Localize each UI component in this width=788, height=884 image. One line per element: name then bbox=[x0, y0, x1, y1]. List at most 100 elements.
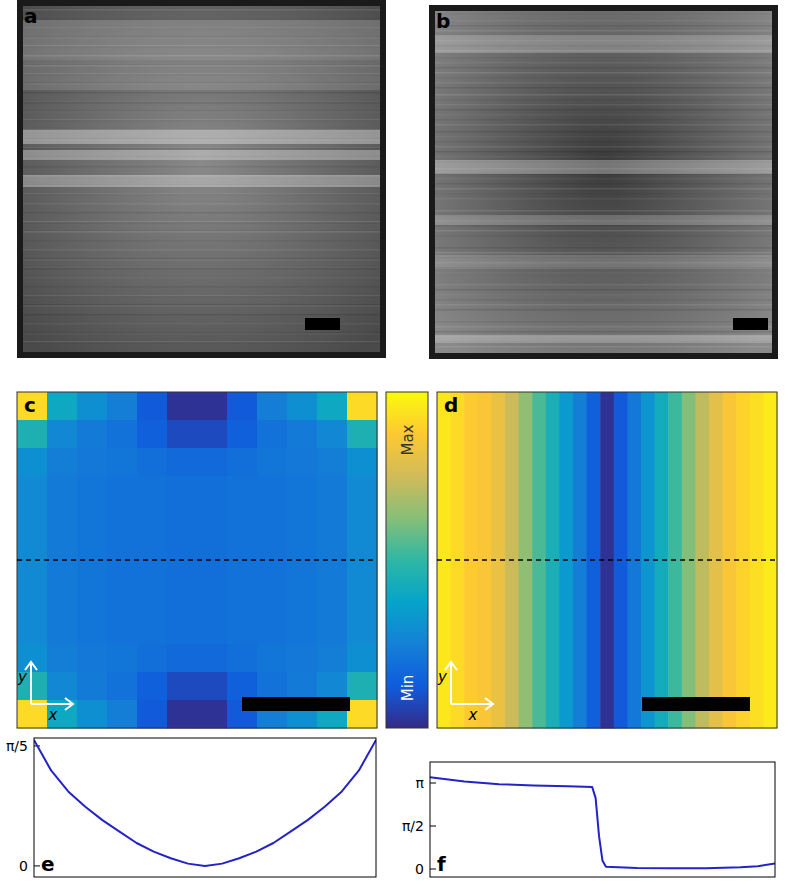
y-tick bbox=[34, 865, 40, 866]
image-band bbox=[23, 150, 380, 160]
line-chart: 0π/2πf bbox=[402, 762, 775, 877]
heatmap-cell bbox=[17, 504, 48, 533]
image-panel: b bbox=[429, 5, 778, 359]
heatmap-cell bbox=[47, 504, 78, 533]
heatmap-cell bbox=[107, 616, 138, 645]
heatmap-cell bbox=[227, 532, 258, 561]
heatmap-cell bbox=[137, 560, 168, 589]
image-band bbox=[435, 215, 772, 225]
image-streak bbox=[435, 299, 772, 301]
image-streak bbox=[435, 20, 772, 22]
image-band bbox=[23, 130, 380, 144]
heatmap-cell bbox=[227, 504, 258, 533]
heatmap-cell bbox=[257, 476, 288, 505]
colorbar: MaxMin bbox=[386, 392, 428, 728]
image-streak bbox=[435, 252, 772, 254]
plot-area bbox=[34, 740, 376, 866]
image-streak bbox=[435, 119, 772, 121]
heatmap-cell bbox=[317, 588, 348, 617]
heatmap-cell bbox=[47, 448, 78, 477]
heatmap-cell bbox=[257, 504, 288, 533]
heatmap-cell bbox=[347, 476, 378, 505]
heatmap-cell bbox=[137, 448, 168, 477]
heatmap-cell bbox=[167, 672, 198, 701]
heatmap-cell bbox=[77, 644, 108, 673]
heatmap-cell bbox=[47, 532, 78, 561]
image-streak bbox=[435, 284, 772, 286]
image-streak bbox=[23, 240, 380, 242]
heatmap-cell bbox=[257, 644, 288, 673]
image-streak bbox=[23, 249, 380, 251]
heatmap-cell bbox=[167, 644, 198, 673]
image-streak bbox=[23, 295, 380, 297]
heatmap-cell bbox=[197, 532, 228, 561]
heatmap-cell bbox=[257, 392, 288, 421]
y-tick-label: π/5 bbox=[6, 738, 28, 754]
plot-frame bbox=[430, 762, 775, 877]
heatmap-cell bbox=[137, 392, 168, 421]
heatmap-cell bbox=[77, 700, 108, 729]
axis-arrow bbox=[450, 664, 452, 704]
image-streak bbox=[435, 136, 772, 138]
heatmap-cell bbox=[257, 448, 288, 477]
image-streak bbox=[435, 321, 772, 323]
image-streak bbox=[23, 259, 380, 261]
heatmap-cell bbox=[347, 700, 378, 729]
image-streak bbox=[435, 289, 772, 291]
heatmap-cell bbox=[197, 504, 228, 533]
heatmap-cell bbox=[197, 588, 228, 617]
heatmap-cell bbox=[77, 616, 108, 645]
image-streak bbox=[435, 210, 772, 212]
arrow-head bbox=[485, 698, 493, 710]
image-streak bbox=[23, 342, 380, 344]
image-streak bbox=[435, 99, 772, 101]
image-streak bbox=[435, 304, 772, 306]
image-streak bbox=[435, 294, 772, 296]
image-streak bbox=[435, 247, 772, 249]
image-streak bbox=[435, 151, 772, 153]
image-streak bbox=[435, 331, 772, 333]
panel-label: c bbox=[24, 393, 36, 417]
panel-label: d bbox=[444, 393, 458, 417]
image-streak bbox=[23, 101, 380, 103]
heatmap-cell bbox=[227, 448, 258, 477]
image-field bbox=[23, 6, 380, 352]
heatmap-cell bbox=[47, 560, 78, 589]
image-streak bbox=[23, 92, 380, 94]
heatmap-cell bbox=[227, 644, 258, 673]
heatmap-cell bbox=[167, 476, 198, 505]
heatmap-cell bbox=[227, 420, 258, 449]
image-streak bbox=[435, 131, 772, 133]
heatmap-panel: yxd bbox=[437, 392, 778, 729]
image-streak bbox=[435, 309, 772, 311]
image-streak bbox=[435, 57, 772, 59]
heatmap-cell bbox=[287, 560, 318, 589]
heatmap-cell bbox=[197, 616, 228, 645]
heatmap-cell bbox=[257, 588, 288, 617]
image-streak bbox=[435, 72, 772, 74]
heatmap-cell bbox=[47, 476, 78, 505]
heatmap-cell bbox=[17, 448, 48, 477]
scale-bar bbox=[733, 318, 768, 330]
heatmap-cell bbox=[317, 644, 348, 673]
heatmap-cell bbox=[287, 448, 318, 477]
heatmap-cell bbox=[287, 588, 318, 617]
image-streak bbox=[435, 146, 772, 148]
arrow-head bbox=[65, 698, 73, 710]
image-streak bbox=[435, 188, 772, 190]
image-streak bbox=[23, 212, 380, 214]
y-tick-label: π/2 bbox=[402, 818, 424, 834]
heatmap-cell bbox=[107, 392, 138, 421]
heatmap-cell bbox=[347, 588, 378, 617]
image-streak bbox=[23, 296, 380, 298]
y-tick bbox=[430, 783, 436, 784]
heatmap-cell bbox=[317, 504, 348, 533]
heatmap-cell bbox=[287, 420, 318, 449]
heatmap-cell bbox=[137, 420, 168, 449]
heatmap-cell bbox=[167, 700, 198, 729]
heatmap-cell bbox=[107, 644, 138, 673]
heatmap-cell bbox=[167, 448, 198, 477]
heatmap-cell bbox=[77, 476, 108, 505]
image-field bbox=[435, 11, 772, 353]
image-streak bbox=[435, 183, 772, 185]
